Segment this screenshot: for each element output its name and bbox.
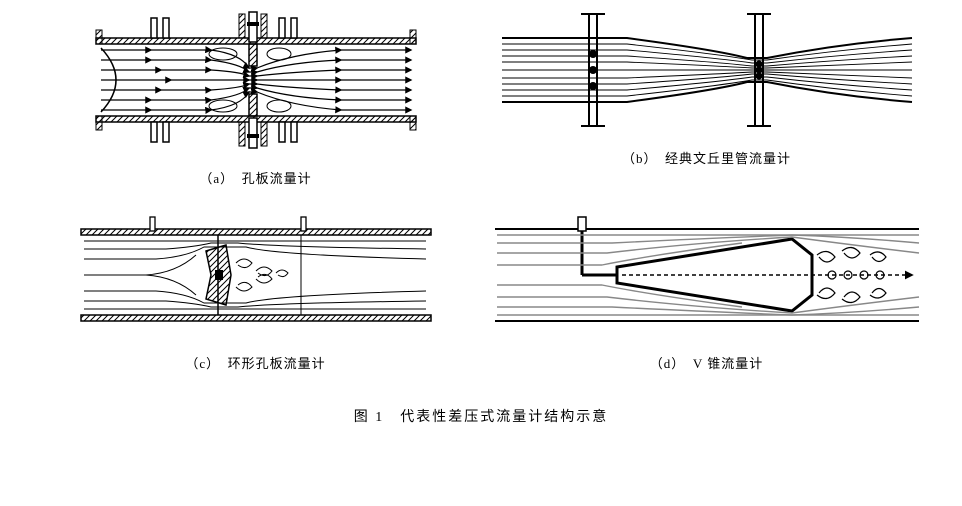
panel-c: （c） 环形孔板流量计 [30,215,481,400]
panel-b-label: 经典文丘里管流量计 [665,151,791,166]
figure-grid: （a） 孔板流量计 [0,0,962,400]
annular-orifice-diagram [76,215,436,335]
panel-d-tag: （d） [650,356,679,371]
panel-a-caption: （a） 孔板流量计 [199,168,311,187]
venturi-tube-diagram [497,10,917,130]
panel-a: （a） 孔板流量计 [30,10,481,215]
panel-d: （d） V 锥流量计 [481,215,932,400]
panel-b-tag: （b） [622,151,651,166]
panel-d-label: V 锥流量计 [693,356,763,371]
v-cone-diagram [492,215,922,335]
panel-c-label: 环形孔板流量计 [228,356,326,371]
panel-d-caption: （d） V 锥流量计 [650,353,763,372]
panel-a-label: 孔板流量计 [242,171,312,186]
panel-c-tag: （c） [185,356,213,371]
panel-b: （b） 经典文丘里管流量计 [481,10,932,215]
panel-a-tag: （a） [199,171,227,186]
panel-c-caption: （c） 环形孔板流量计 [185,353,325,372]
panel-b-figure [497,10,917,130]
orifice-plate-diagram [91,10,421,150]
figure-main-caption: 图 1 代表性差压式流量计结构示意 [0,406,962,426]
panel-a-figure [91,10,421,150]
panel-b-caption: （b） 经典文丘里管流量计 [622,148,791,167]
panel-d-figure [492,215,922,335]
panel-c-figure [76,215,436,335]
